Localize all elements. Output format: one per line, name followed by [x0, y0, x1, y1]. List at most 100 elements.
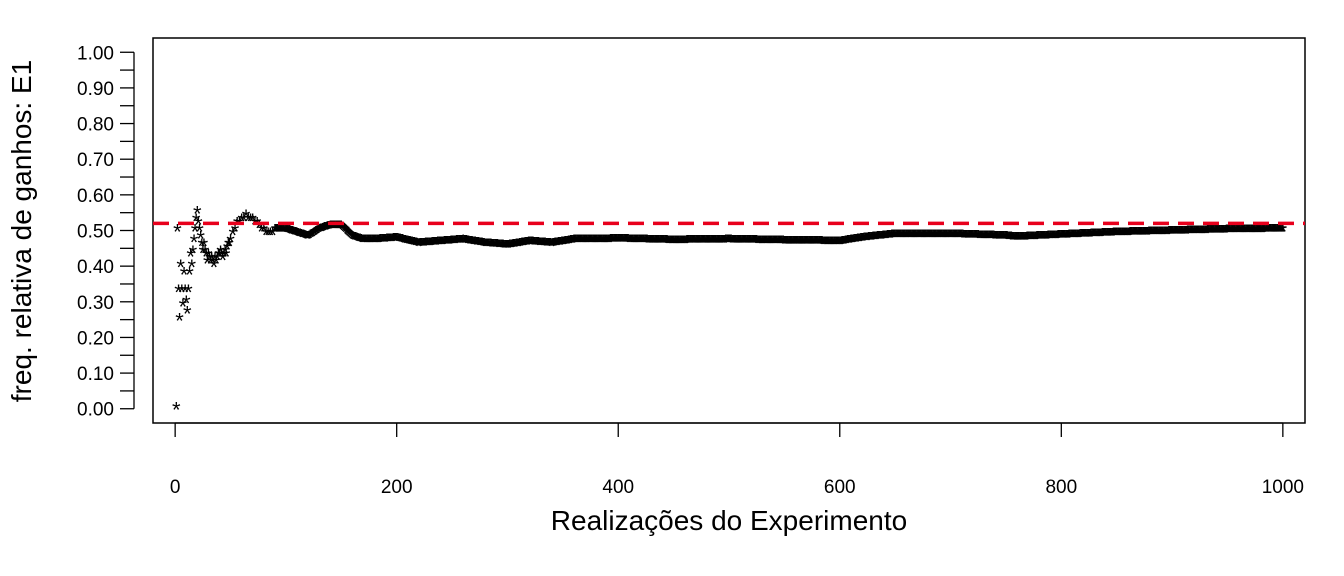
- data-point: *: [639, 230, 648, 255]
- data-point: *: [494, 235, 503, 260]
- data-point: *: [464, 231, 473, 256]
- data-point: *: [1243, 220, 1252, 245]
- data-point: *: [859, 228, 868, 253]
- data-point: *: [326, 216, 335, 241]
- data-point: *: [1208, 221, 1217, 246]
- data-point: *: [977, 226, 986, 251]
- data-point: *: [705, 230, 714, 255]
- data-point: *: [323, 217, 332, 242]
- data-point: *: [775, 231, 784, 256]
- data-point: *: [310, 222, 319, 247]
- data-point: *: [780, 231, 789, 256]
- data-point: *: [952, 225, 961, 250]
- data-point: *: [772, 231, 781, 256]
- data-point: *: [662, 231, 671, 256]
- data-point: *: [943, 225, 952, 250]
- data-point: *: [271, 220, 280, 245]
- data-point: *: [953, 225, 962, 250]
- data-point: *: [813, 232, 822, 257]
- data-point: *: [951, 225, 960, 250]
- data-point: *: [758, 231, 767, 256]
- data-point: *: [411, 233, 420, 258]
- data-point: *: [818, 232, 827, 257]
- data-point: *: [575, 230, 584, 255]
- data-point: *: [995, 226, 1004, 251]
- data-point: *: [1101, 224, 1110, 249]
- data-point: *: [898, 225, 907, 250]
- data-point: *: [748, 231, 757, 256]
- data-point: *: [911, 225, 920, 250]
- data-point: *: [1184, 221, 1193, 246]
- data-point: *: [1176, 221, 1185, 246]
- data-point: *: [481, 234, 490, 259]
- data-point: *: [584, 230, 593, 255]
- data-point: *: [1273, 220, 1282, 245]
- data-point: *: [1104, 223, 1113, 248]
- data-point: *: [1015, 228, 1024, 253]
- data-point: *: [1135, 222, 1144, 247]
- data-point: *: [516, 233, 525, 258]
- data-point: *: [973, 226, 982, 251]
- data-point: *: [988, 226, 997, 251]
- data-point: *: [806, 232, 815, 257]
- data-point: *: [725, 230, 734, 255]
- data-point: *: [603, 230, 612, 255]
- data-point: *: [505, 235, 514, 260]
- data-point: *: [900, 225, 909, 250]
- data-point: *: [182, 291, 191, 316]
- data-point: *: [1038, 226, 1047, 251]
- data-point: *: [577, 230, 586, 255]
- data-point: *: [1254, 220, 1263, 245]
- data-point: *: [1267, 220, 1276, 245]
- data-point: *: [1242, 220, 1251, 245]
- data-point: *: [1080, 225, 1089, 250]
- data-point: *: [619, 230, 628, 255]
- data-point: *: [782, 231, 791, 256]
- data-point: *: [1057, 226, 1066, 251]
- data-point: *: [1159, 222, 1168, 247]
- data-point: *: [492, 235, 501, 260]
- data-point: *: [351, 228, 360, 253]
- data-point: *: [842, 231, 851, 256]
- data-point: *: [357, 229, 366, 254]
- data-point: *: [192, 209, 201, 234]
- data-point: *: [771, 231, 780, 256]
- data-point: *: [377, 230, 386, 255]
- data-point: *: [789, 231, 798, 256]
- data-point: *: [972, 226, 981, 251]
- data-point: *: [875, 227, 884, 252]
- data-point: *: [698, 231, 707, 256]
- data-point: *: [375, 230, 384, 255]
- data-point: *: [560, 232, 569, 257]
- data-point: *: [399, 230, 408, 255]
- data-point: *: [864, 228, 873, 253]
- data-point: *: [779, 231, 788, 256]
- data-point: *: [504, 235, 513, 260]
- data-point: *: [179, 294, 188, 319]
- data-point: *: [1193, 221, 1202, 246]
- data-point: *: [913, 225, 922, 250]
- data-point: *: [611, 230, 620, 255]
- data-point: *: [266, 223, 275, 248]
- data-point: *: [627, 230, 636, 255]
- data-point: *: [522, 233, 531, 258]
- data-point: *: [957, 225, 966, 250]
- data-point: *: [502, 235, 511, 260]
- data-point: *: [1047, 226, 1056, 251]
- data-point: *: [316, 219, 325, 244]
- data-point: *: [769, 231, 778, 256]
- data-point: *: [697, 231, 706, 256]
- data-point: *: [1056, 226, 1065, 251]
- data-point: *: [857, 229, 866, 254]
- data-point: *: [1019, 227, 1028, 252]
- data-point: *: [213, 248, 222, 273]
- data-point: *: [333, 216, 342, 241]
- data-point: *: [999, 227, 1008, 252]
- data-point: *: [861, 228, 870, 253]
- data-point: *: [915, 225, 924, 250]
- data-point: *: [604, 230, 613, 255]
- data-point: *: [829, 232, 838, 257]
- data-point: *: [902, 225, 911, 250]
- data-point: *: [482, 234, 491, 259]
